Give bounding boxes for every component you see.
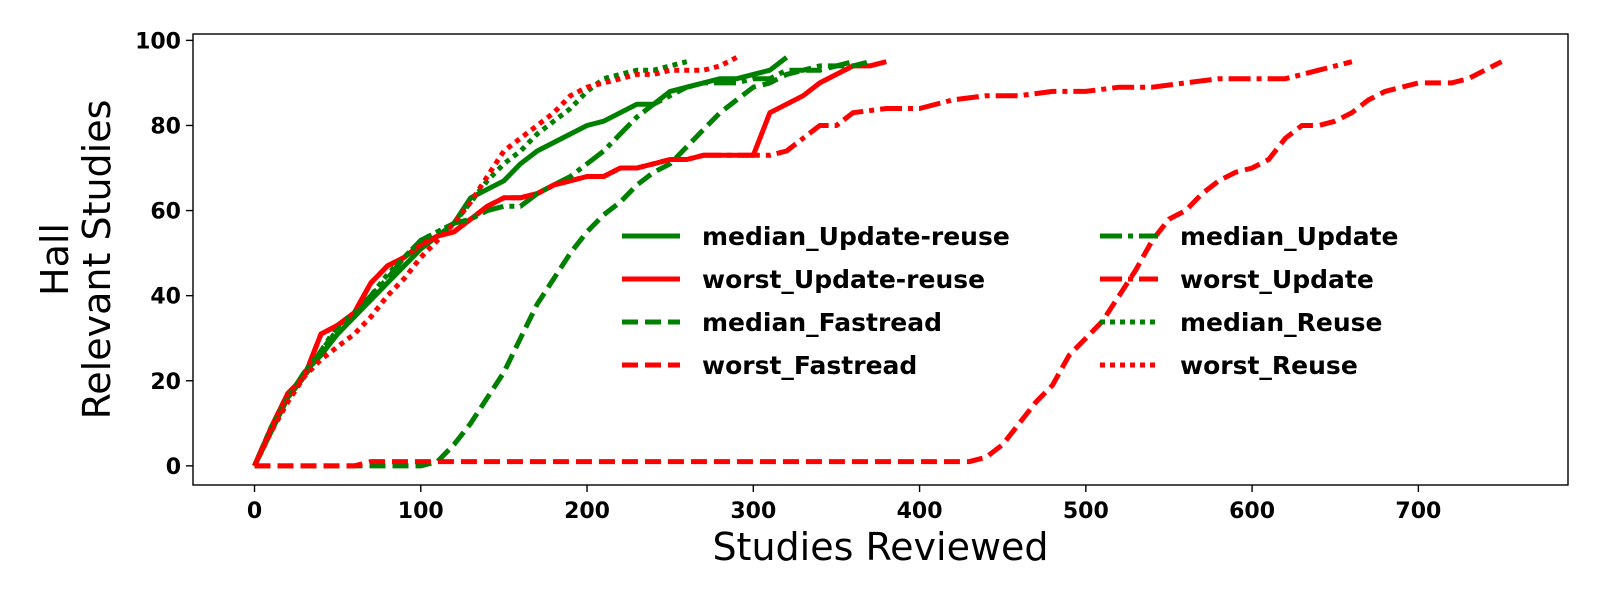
y-tick-label: 80 — [150, 114, 181, 139]
y-axis-title-line-2: Relevant Studies — [75, 100, 119, 420]
legend-label-median_Update-reuse: median_Update-reuse — [702, 222, 1010, 251]
series-line-worst_Reuse — [252, 55, 738, 467]
legend-label-worst_Reuse: worst_Reuse — [1180, 351, 1358, 380]
legend-label-median_Fastread: median_Fastread — [702, 308, 942, 337]
x-tick-label: 500 — [1063, 499, 1109, 524]
y-axis-title-line-1: Hall — [33, 223, 77, 296]
y-tick-label: 0 — [166, 455, 181, 480]
y-tick-label: 100 — [135, 29, 181, 54]
x-tick-label: 100 — [398, 499, 444, 524]
series-line-median_Update-reuse — [252, 55, 789, 467]
x-tick-label: 400 — [897, 499, 943, 524]
legend-label-worst_Update: worst_Update — [1180, 265, 1374, 294]
x-tick-label: 600 — [1229, 499, 1275, 524]
y-tick-label: 20 — [150, 370, 181, 395]
legend-label-median_Update: median_Update — [1180, 222, 1399, 251]
x-axis-ticks: 0 100 200 300 400 500 600 700 — [247, 485, 1441, 524]
x-axis-title: Studies Reviewed — [712, 525, 1048, 569]
legend: median_Update-reuseworst_Update-reusemed… — [622, 222, 1399, 380]
legend-label-worst_Update-reuse: worst_Update-reuse — [702, 265, 985, 294]
y-tick-label: 60 — [150, 200, 181, 225]
series-line-median_Fastread — [254, 59, 871, 469]
x-tick-label: 200 — [564, 499, 610, 524]
legend-label-worst_Fastread: worst_Fastread — [702, 351, 917, 380]
x-tick-label: 0 — [247, 499, 262, 524]
plot-frame — [192, 33, 1569, 486]
series-line-worst_Update-reuse — [252, 59, 887, 467]
x-tick-label: 300 — [730, 499, 776, 524]
series-layer — [252, 55, 1503, 469]
y-axis-ticks: 0 20 40 60 80 100 — [135, 29, 193, 480]
legend-label-median_Reuse: median_Reuse — [1180, 308, 1382, 337]
series-line-worst_Fastread — [254, 59, 1503, 469]
series-line-median_Reuse — [252, 59, 688, 467]
y-tick-label: 40 — [150, 285, 181, 310]
x-tick-label: 700 — [1395, 499, 1441, 524]
series-line-worst_Update — [252, 59, 1353, 467]
